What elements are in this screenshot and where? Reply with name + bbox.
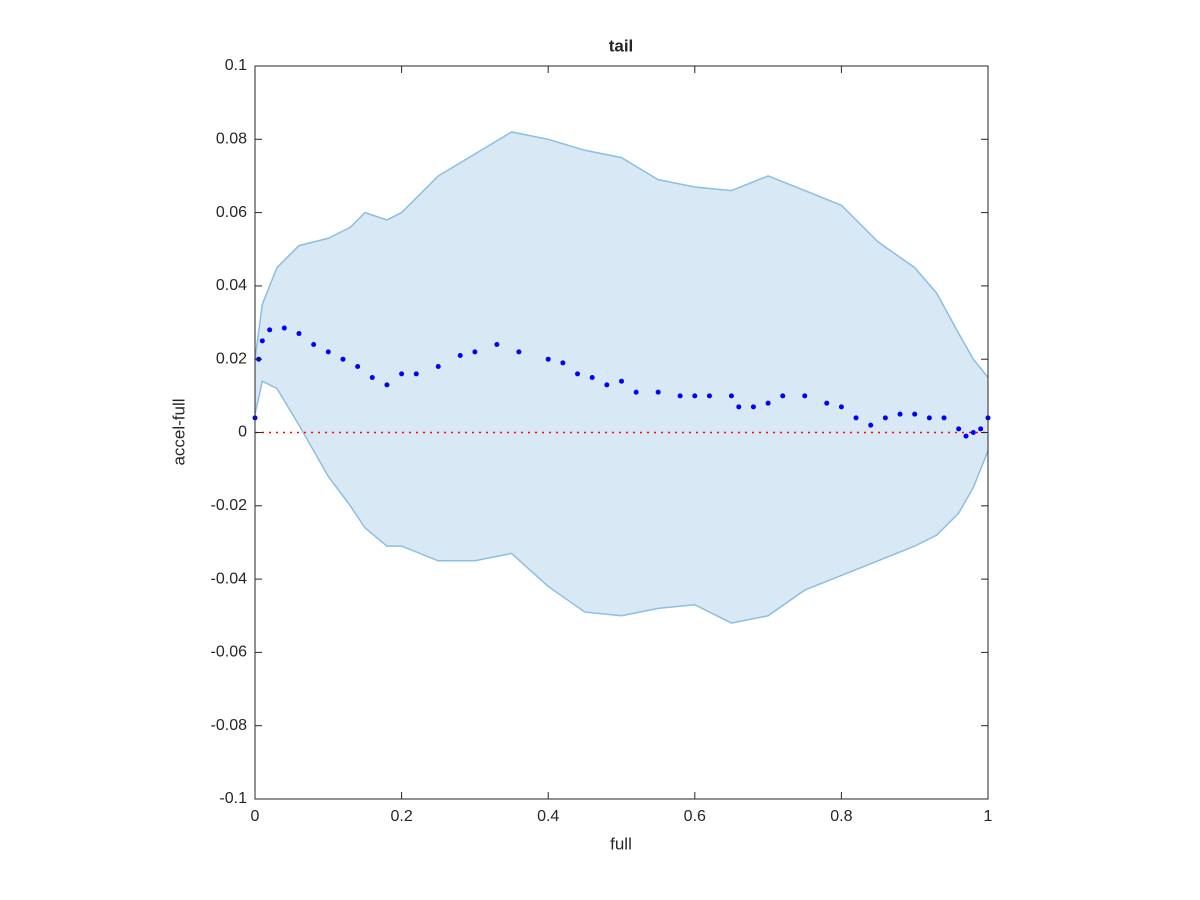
point xyxy=(399,371,405,377)
point xyxy=(619,378,624,384)
point xyxy=(435,364,441,370)
point xyxy=(802,393,808,399)
point xyxy=(259,338,265,344)
y-tick-label: -0.1 xyxy=(219,790,247,807)
y-tick-label: 0.06 xyxy=(216,204,247,221)
y-tick-label: -0.08 xyxy=(211,717,248,734)
y-tick-label: 0 xyxy=(238,424,247,441)
point xyxy=(978,426,984,432)
x-tick-label: 0.8 xyxy=(830,808,852,825)
point xyxy=(516,349,522,355)
y-tick-label: -0.02 xyxy=(211,497,248,514)
point xyxy=(853,415,859,421)
point xyxy=(589,375,595,381)
point xyxy=(296,331,302,337)
point xyxy=(926,415,932,421)
y-tick-label: -0.04 xyxy=(211,570,248,587)
point xyxy=(970,430,976,435)
y-tick-label: 0.08 xyxy=(216,131,247,148)
point xyxy=(941,415,947,421)
point xyxy=(912,411,918,417)
point xyxy=(604,382,610,388)
x-axis-label: full xyxy=(610,834,632,853)
point xyxy=(838,404,844,410)
point xyxy=(325,349,331,355)
point xyxy=(956,426,962,432)
point xyxy=(655,389,661,395)
x-tick-label: 0.2 xyxy=(390,808,412,825)
point xyxy=(311,342,317,348)
point xyxy=(868,422,874,428)
band-upper xyxy=(254,131,989,378)
point xyxy=(575,371,581,377)
point xyxy=(267,327,273,333)
y-axis-label: accel-full xyxy=(169,398,188,465)
point xyxy=(281,325,287,331)
x-tick-label: 1 xyxy=(984,808,993,825)
point xyxy=(457,353,463,359)
y-tick-label: 0.04 xyxy=(216,277,247,294)
point xyxy=(728,393,734,399)
point xyxy=(340,356,346,362)
point xyxy=(384,382,390,388)
point xyxy=(692,393,698,399)
point xyxy=(963,433,969,439)
y-tick-label: -0.06 xyxy=(211,644,248,661)
point xyxy=(736,404,742,410)
point xyxy=(882,415,888,421)
point xyxy=(494,342,500,348)
y-tick-label: 0.02 xyxy=(216,350,247,367)
point xyxy=(824,400,830,406)
point xyxy=(472,349,478,355)
band-area xyxy=(255,131,988,624)
point xyxy=(677,393,683,399)
x-tick-label: 0 xyxy=(251,808,260,825)
point xyxy=(560,360,566,366)
y-tick-label: 0.1 xyxy=(225,57,247,74)
point xyxy=(780,393,786,399)
band-lower xyxy=(254,380,989,624)
point xyxy=(369,375,375,381)
x-tick-label: 0.4 xyxy=(537,808,559,825)
point xyxy=(897,411,903,417)
chart-title: tail xyxy=(609,36,634,55)
point xyxy=(413,371,419,377)
point xyxy=(706,393,712,399)
point xyxy=(633,389,639,395)
point xyxy=(545,356,551,362)
point xyxy=(355,364,361,370)
point xyxy=(765,400,771,406)
point xyxy=(750,404,756,410)
x-tick-label: 0.6 xyxy=(684,808,706,825)
